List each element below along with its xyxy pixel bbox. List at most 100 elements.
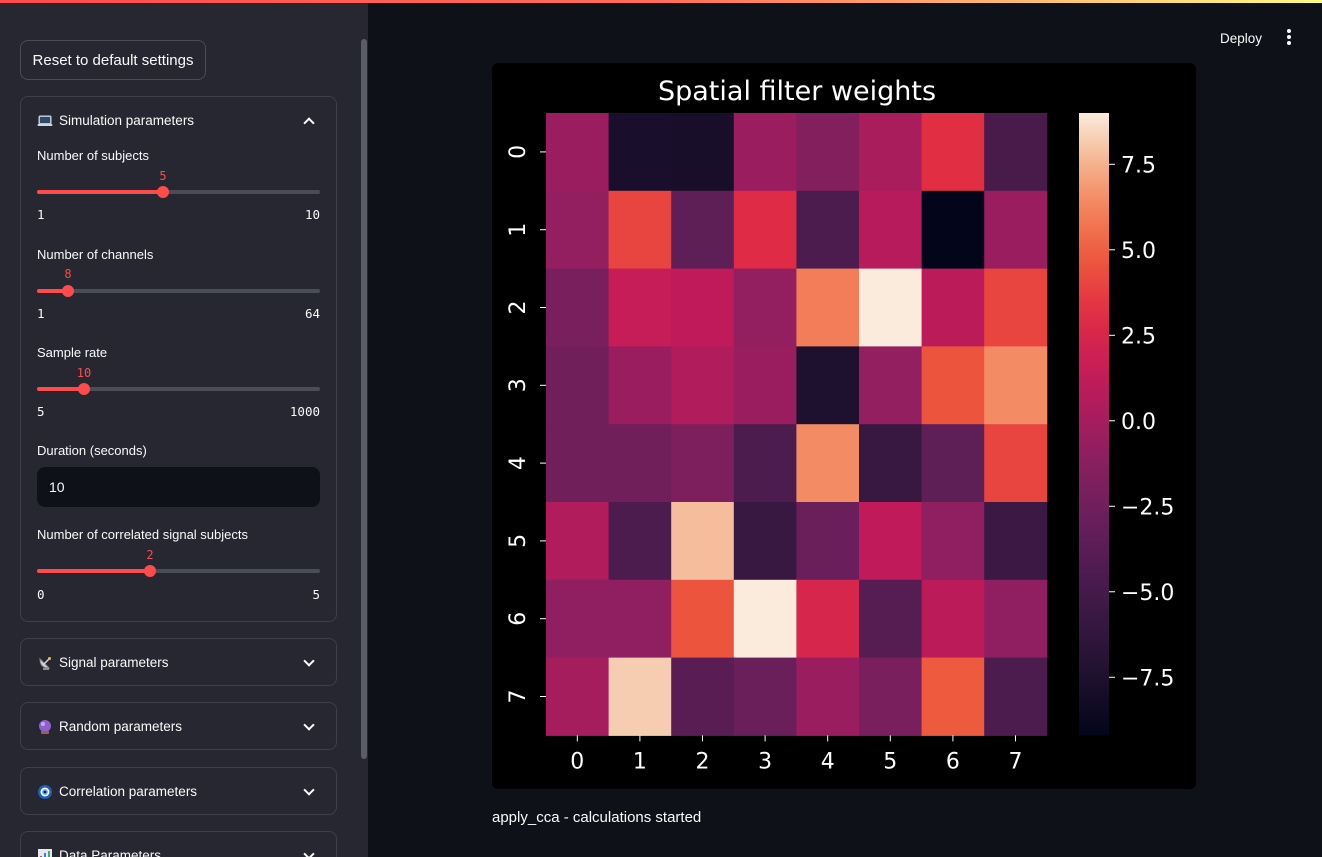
chevron-down-icon	[304, 851, 314, 857]
heatmap-cell	[921, 657, 985, 736]
heatmap-cell	[608, 346, 672, 425]
heatmap-cell	[733, 113, 797, 192]
colorbar-tick-label: 5.0	[1121, 239, 1156, 264]
y-tick-label: 5	[506, 534, 531, 548]
expander-header-random[interactable]: Random parameters	[21, 703, 336, 750]
main-menu-kebab-icon[interactable]	[1284, 29, 1294, 47]
heatmap-cell	[921, 579, 985, 659]
x-tick-label: 5	[883, 749, 897, 774]
duration-input[interactable]	[37, 467, 320, 507]
heatmap-cell	[859, 657, 923, 736]
subjects-slider[interactable]	[37, 186, 320, 198]
y-tick-label: 7	[506, 690, 531, 704]
correlated-subjects-slider[interactable]	[37, 565, 320, 577]
chevron-down-icon	[304, 722, 314, 732]
sidebar-scrollbar[interactable]	[361, 39, 367, 759]
heatmap-cell	[733, 657, 797, 736]
heatmap-cell	[546, 424, 610, 503]
y-tick-label: 3	[506, 378, 531, 392]
heatmap-cell	[859, 346, 923, 425]
heatmap-cell	[733, 579, 797, 659]
slider-thumb[interactable]	[62, 285, 74, 297]
x-tick-label: 2	[696, 749, 710, 774]
heatmap-cell	[921, 113, 985, 192]
heatmap-cell	[921, 190, 985, 270]
top-decoration-bar	[0, 0, 1322, 3]
y-tick-label: 2	[506, 301, 531, 315]
expander-header-data[interactable]: Data Parameters	[21, 832, 336, 857]
heatmap-cell	[671, 579, 735, 659]
sample-rate-label: Sample rate	[37, 345, 108, 360]
heatmap-cell	[796, 113, 860, 192]
y-tick-label: 4	[506, 456, 531, 470]
heatmap-cell	[921, 502, 985, 581]
slider-fill	[37, 289, 68, 293]
channels-min-label: 1	[37, 306, 45, 321]
heatmap-cell	[796, 657, 860, 736]
colorbar	[1079, 113, 1109, 736]
channels-label: Number of channels	[37, 247, 154, 262]
expander-header-correlation[interactable]: Correlation parameters	[21, 768, 336, 815]
sample-rate-slider[interactable]	[37, 383, 320, 395]
correlated-min-label: 0	[37, 587, 45, 602]
x-tick-label: 4	[821, 749, 835, 774]
heatmap-cell	[984, 579, 1048, 659]
expander-correlation-parameters[interactable]: Correlation parameters	[20, 767, 337, 815]
reset-defaults-button[interactable]: Reset to default settings	[20, 40, 206, 80]
heatmap-cell	[608, 190, 672, 270]
heatmap-cell	[859, 190, 923, 270]
heatmap-cell	[859, 424, 923, 503]
heatmap-cell	[796, 424, 860, 503]
sample-rate-max-label: 1000	[289, 404, 320, 419]
expander-data-parameters[interactable]: Data Parameters	[20, 831, 337, 857]
x-tick-label: 0	[570, 749, 584, 774]
correlated-slider-value: 2	[146, 548, 154, 562]
subjects-min-label: 1	[37, 207, 45, 222]
nazar-amulet-icon	[37, 784, 53, 800]
correlated-subjects-label: Number of correlated signal subjects	[37, 527, 248, 542]
channels-slider[interactable]	[37, 285, 320, 297]
expander-label: Simulation parameters	[59, 113, 195, 128]
deploy-button[interactable]: Deploy	[1219, 30, 1263, 46]
heatmap-cell	[546, 346, 610, 425]
heatmap-cell	[796, 502, 860, 581]
kebab-dot	[1287, 29, 1291, 33]
heatmap-cell	[796, 346, 860, 425]
heatmap-cell	[546, 657, 610, 736]
heatmap-cell	[733, 268, 797, 347]
heatmap-cell	[546, 502, 610, 581]
heatmap-cell	[984, 424, 1048, 503]
heatmap-cell	[984, 657, 1048, 736]
expander-header-simulation[interactable]: Simulation parameters	[21, 97, 336, 144]
y-tick-label: 1	[506, 223, 531, 237]
kebab-dot	[1287, 41, 1291, 45]
heatmap-cell	[733, 190, 797, 270]
slider-fill	[37, 190, 163, 194]
heatmap-cell	[984, 190, 1048, 270]
heatmap-cell	[984, 346, 1048, 425]
kebab-dot	[1287, 35, 1291, 39]
slider-thumb[interactable]	[78, 383, 90, 395]
expander-signal-parameters[interactable]: Signal parameters	[20, 638, 337, 686]
heatmap-cell	[921, 346, 985, 425]
crystal-ball-icon	[37, 719, 53, 735]
expander-header-signal[interactable]: Signal parameters	[21, 639, 336, 686]
colorbar-tick-label: 0.0	[1121, 410, 1156, 435]
expander-label: Correlation parameters	[59, 784, 198, 799]
heatmap-cell	[733, 502, 797, 581]
chevron-down-icon	[304, 658, 314, 668]
slider-fill	[37, 569, 150, 573]
slider-thumb[interactable]	[144, 565, 156, 577]
heatmap-cell	[546, 268, 610, 347]
y-tick-label: 0	[506, 145, 531, 159]
subjects-slider-value: 5	[159, 169, 167, 183]
heatmap-cell	[671, 346, 735, 425]
slider-thumb[interactable]	[157, 186, 169, 198]
colorbar-tick-label: 7.5	[1121, 153, 1156, 178]
heatmap-cell	[859, 502, 923, 581]
heatmap-figure: Spatial filter weights 0 1 2 3 4 5 6 7 0 1 2 3 4 5 6 7 7.…	[492, 63, 1196, 789]
heatmap-cell	[671, 502, 735, 581]
duration-label: Duration (seconds)	[37, 443, 147, 458]
heatmap-cell	[671, 424, 735, 503]
expander-random-parameters[interactable]: Random parameters	[20, 702, 337, 750]
